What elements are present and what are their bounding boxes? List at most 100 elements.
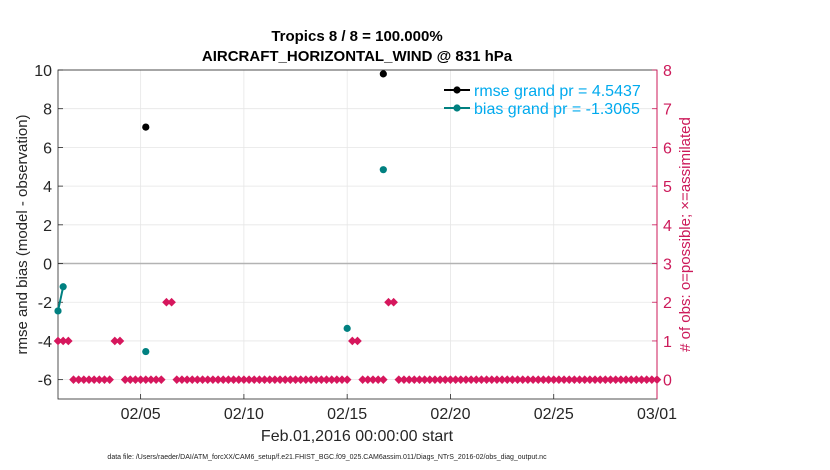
obs-count-point <box>513 375 522 384</box>
rmse-point <box>142 123 150 131</box>
obs-count-point <box>115 336 125 346</box>
obs-count-point <box>239 375 249 384</box>
axis-ticks: 02/05 02/10 02/15 02/20 02/25 03/01 -6 -4 -2 0 2 4 6… <box>34 63 677 423</box>
obs-count-point <box>213 375 223 384</box>
obs-count-point <box>208 375 218 384</box>
obs-count-point <box>487 375 497 384</box>
data-file-footer: data file: /Users/raeder/DAI/ATM_forcXX/… <box>107 454 547 461</box>
obs-count-point <box>141 375 151 384</box>
obs-count-point <box>539 375 548 384</box>
obs-count-point <box>523 375 533 384</box>
obs-count-point <box>585 375 595 384</box>
obs-count-point <box>332 375 342 384</box>
obs-count-point <box>260 375 269 384</box>
obs-count-point <box>435 375 445 384</box>
legend-label: rmse grand pr = 4.5437 <box>474 83 641 100</box>
obs-count-point <box>224 375 233 384</box>
obs-count-point <box>291 375 300 384</box>
obs-count-point <box>317 375 326 384</box>
y-tick-label: -6 <box>38 373 52 390</box>
obs-count-point <box>100 375 109 384</box>
y-tick-label: 8 <box>43 102 52 119</box>
obs-count-point <box>182 375 192 384</box>
obs-count-point <box>533 375 543 384</box>
legend-swatch-marker <box>453 86 461 94</box>
obs-count-point <box>497 375 507 384</box>
obs-count-point <box>446 375 455 384</box>
x-tick-label: 02/15 <box>327 406 367 423</box>
obs-count-point <box>270 375 280 384</box>
obs-count-point <box>218 375 228 384</box>
obs-count-point <box>420 375 429 384</box>
obs-count-point <box>322 375 331 384</box>
obs-count-point <box>265 375 275 384</box>
y-tick-label: 2 <box>43 218 52 235</box>
obs-count-point <box>136 375 145 384</box>
obs-count-point <box>286 375 295 384</box>
rmse-point <box>379 70 387 78</box>
y-tick-label: 4 <box>43 179 52 196</box>
obs-count-point <box>415 375 424 384</box>
obs-count-point <box>606 375 615 384</box>
y-tick-label: 6 <box>43 140 52 157</box>
obs-count-point <box>559 375 569 384</box>
obs-count-point <box>626 375 636 384</box>
obs-count-point <box>637 375 646 384</box>
y2-tick-label: 1 <box>663 334 672 351</box>
y2-tick-label: 2 <box>663 295 672 312</box>
obs-count-point <box>430 375 440 384</box>
obs-count-point <box>64 336 73 346</box>
obs-count-point <box>570 375 579 384</box>
series-obs-count <box>53 297 662 384</box>
bias-point <box>142 347 150 356</box>
obs-count-point <box>244 375 254 384</box>
obs-count-point <box>348 336 357 346</box>
obs-count-point <box>363 375 373 384</box>
legend-swatch-marker <box>453 104 461 112</box>
obs-count-point <box>652 375 662 384</box>
x-tick-label: 03/01 <box>637 406 677 423</box>
obs-count-point <box>187 375 197 384</box>
y-tick-label: 10 <box>34 63 52 80</box>
series-rmse <box>142 70 387 131</box>
obs-count-point <box>327 375 336 384</box>
obs-count-point <box>616 375 626 384</box>
obs-count-point <box>575 375 584 384</box>
obs-count-point <box>394 375 404 384</box>
bias-point <box>59 283 67 291</box>
x-tick-label: 02/05 <box>121 406 161 423</box>
obs-count-point <box>311 375 321 384</box>
obs-count-point <box>193 375 202 384</box>
legend-label: bias grand pr = -1.3065 <box>474 101 640 118</box>
obs-count-point <box>368 375 378 384</box>
obs-count-point <box>249 375 259 384</box>
obs-count-point <box>358 375 367 384</box>
obs-count-point <box>125 375 135 384</box>
obs-count-point <box>554 375 564 384</box>
y-axis-label: rmse and bias (model - observation) <box>14 114 31 354</box>
obs-count-point <box>280 375 290 384</box>
obs-count-point <box>482 375 491 384</box>
obs-count-point <box>461 375 471 384</box>
obs-count-point <box>53 336 63 346</box>
obs-count-point <box>508 375 517 384</box>
obs-count-point <box>373 375 383 384</box>
obs-count-point <box>611 375 620 384</box>
obs-count-point <box>632 375 641 384</box>
obs-count-point <box>399 375 409 384</box>
y-tick-label: 0 <box>43 257 52 274</box>
bias-point <box>379 166 387 174</box>
chart-title-line2: AIRCRAFT_HORIZONTAL_WIND @ 831 hPa <box>202 48 513 65</box>
chart-marks <box>53 70 662 384</box>
obs-count-point <box>95 375 104 384</box>
obs-count-point <box>58 336 68 346</box>
y-tick-label: -4 <box>38 334 52 351</box>
y-tick-label: -2 <box>38 295 52 312</box>
y2-tick-label: 8 <box>663 63 672 80</box>
obs-count-point <box>425 375 435 384</box>
obs-count-point <box>379 375 388 384</box>
y2-tick-label: 7 <box>663 102 672 119</box>
obs-count-point <box>172 375 182 384</box>
